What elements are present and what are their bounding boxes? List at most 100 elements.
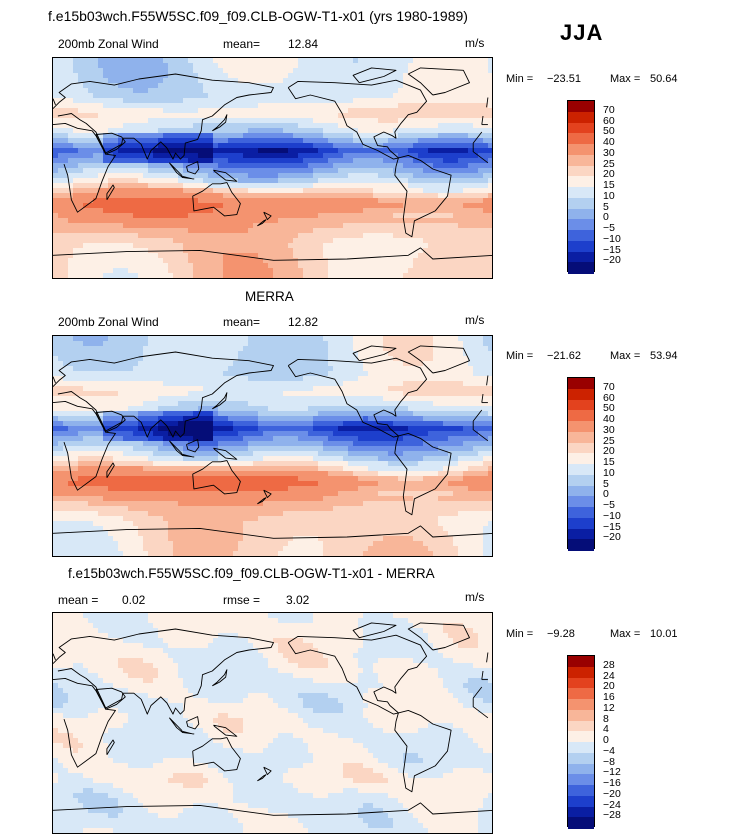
colorbar-tick-label: 60 [603,114,615,127]
colorbar-tick-label: −15 [603,243,621,256]
colorbar-tick-label: −8 [603,755,615,768]
colorbar-tick-label: 40 [603,413,615,425]
colorbar-tick-label: −10 [603,509,621,522]
panel-1-min-value: −23.51 [547,73,581,85]
colorbar-tick-label: 70 [603,380,615,393]
main-title: f.e15b03wch.F55W5SC.f09_f09.CLB-OGW-T1-x… [48,8,468,24]
colorbar-swatch [568,176,594,188]
colorbar-swatch [568,720,594,732]
colorbar-swatch [568,165,594,177]
colorbar-tick-label: 4 [603,723,609,736]
colorbar-swatch [568,496,594,508]
season-label: JJA [560,20,604,45]
colorbar-swatch [568,378,594,390]
colorbar-tick-label: −28 [603,809,621,822]
colorbar-swatch [568,122,594,134]
colorbar-tick-label: 0 [603,734,609,746]
panel-1-mean-value: 12.84 [288,37,319,51]
coastlines [53,345,492,539]
colorbar-tick-label: −15 [603,520,621,533]
colorbar-swatch [568,262,594,274]
panel-3-title: f.e15b03wch.F55W5SC.f09_f09.CLB-OGW-T1-x… [68,566,435,581]
colorbar-tick-label: −10 [603,232,621,245]
panel-2-max-value: 53.94 [650,350,678,362]
panel-1-variable-label: 200mb Zonal Wind [58,37,159,51]
panel-3-mean-label: mean = [58,593,99,607]
panel-3-colorbar [567,655,595,829]
colorbar-tick-label: 15 [603,456,615,468]
colorbar-swatch [568,677,594,689]
colorbar-tick-label: 5 [603,200,609,213]
colorbar-swatch [568,485,594,497]
colorbar-tick-label: 10 [603,189,615,202]
colorbar-tick-label: −16 [603,777,621,789]
colorbar-swatch [568,731,594,743]
colorbar-tick-label: 15 [603,179,615,191]
colorbar-tick-label: 20 [603,680,615,693]
colorbar-tick-label: −12 [603,766,621,779]
panel-1-units: m/s [465,36,485,50]
colorbar-tick-label: −20 [603,254,621,267]
colorbar-tick-label: 70 [603,103,615,116]
panel-3-min-value: −9.28 [547,628,575,640]
colorbar-swatch [568,688,594,700]
panel-1-min-label: Min = [506,73,534,85]
colorbar-swatch [568,774,594,786]
colorbar-tick-label: 20 [603,168,615,181]
colorbar-tick-label: 25 [603,157,615,170]
colorbar-swatch [568,197,594,209]
colorbar-swatch [568,699,594,711]
panel-3-units: m/s [465,590,485,604]
panel-3-map [52,612,493,834]
colorbar-swatch [568,388,594,400]
colorbar-tick-label: −5 [603,222,615,234]
colorbar-swatch [568,474,594,486]
colorbar-swatch [568,666,594,678]
colorbar-swatch [568,442,594,454]
panel-2-min-value: −21.62 [547,350,581,362]
colorbar-swatch [568,421,594,433]
panel-3-mean-value: 0.02 [122,593,146,607]
colorbar-swatch [568,431,594,443]
map-plot [53,613,492,833]
panel-2-map [52,335,493,557]
panel-3-max-label: Max = [610,628,641,640]
panel-3-min-label: Min = [506,628,534,640]
panel-2-variable-label: 200mb Zonal Wind [58,315,159,329]
colorbar-swatch [568,219,594,231]
panel-2-colorbar [567,377,595,551]
colorbar-swatch [568,539,594,551]
colorbar-tick-label: 20 [603,445,615,458]
colorbar-swatch [568,464,594,476]
colorbar-swatch [568,763,594,775]
panel-2-mean-label: mean= [223,315,261,329]
colorbar-swatch [568,133,594,145]
colorbar-tick-label: 50 [603,125,615,138]
colorbar-tick-label: 25 [603,434,615,447]
panel-1-mean-label: mean= [223,37,261,51]
colorbar-tick-label: −20 [603,787,621,800]
colorbar-swatch [568,187,594,199]
map-plot [53,336,492,556]
colorbar-swatch [568,453,594,465]
map-plot [53,58,492,278]
panel-2-max-label: Max = [610,350,641,362]
colorbar-swatch [568,528,594,540]
panel-1-colorbar [567,100,595,274]
colorbar-tick-label: −5 [603,499,615,511]
colorbar-tick-label: 40 [603,136,615,148]
colorbar-swatch [568,517,594,529]
colorbar-tick-label: 16 [603,691,615,703]
colorbar-swatch [568,230,594,242]
panel-1-max-label: Max = [610,73,641,85]
colorbar-swatch [568,111,594,123]
panel-1-map [52,57,493,279]
colorbar-tick-label: 0 [603,488,609,501]
colorbar-swatch [568,656,594,668]
colorbar-tick-label: 50 [603,402,615,415]
colorbar-swatch [568,795,594,807]
colorbar-tick-label: 10 [603,466,615,479]
colorbar-tick-label: 30 [603,423,615,436]
colorbar-swatch [568,208,594,220]
colorbar-tick-label: 60 [603,391,615,404]
